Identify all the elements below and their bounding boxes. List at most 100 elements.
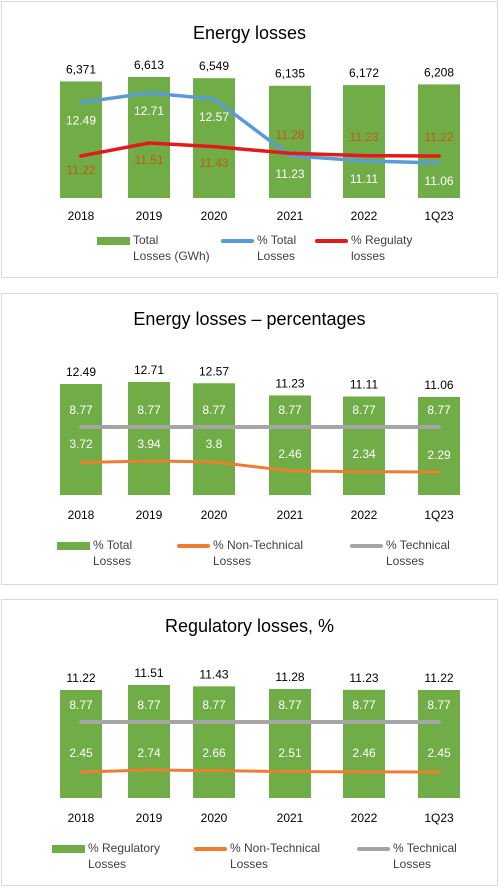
bar xyxy=(60,690,102,798)
bar xyxy=(128,382,170,495)
legend-item-pct-technical-losses: % Technical Losses xyxy=(350,537,450,569)
x-tick-label: 2022 xyxy=(351,508,378,522)
legend-swatch xyxy=(357,847,390,851)
bar xyxy=(343,396,385,495)
data-label: 6,371 xyxy=(66,62,96,76)
data-label: 11.43 xyxy=(199,667,228,681)
data-label: 12.71 xyxy=(134,104,164,118)
x-tick-label: 1Q23 xyxy=(424,811,454,825)
data-label: 11.22 xyxy=(66,671,95,685)
data-label: 11.43 xyxy=(199,156,228,170)
data-label: 2.74 xyxy=(137,746,161,760)
data-label: 2.46 xyxy=(278,447,302,461)
legend-label: losses xyxy=(351,249,386,263)
legend-item-pct-non-technical-losses: % Non-Technical Losses xyxy=(177,537,303,569)
data-label: 2.29 xyxy=(427,448,451,462)
regulatory-losses-plot: 11.22 11.51 11.43 11.28 11.23 11.22 2.45 2.74 2.… xyxy=(60,666,460,825)
legend-swatch xyxy=(97,237,130,245)
legend-label: % Regulaty xyxy=(351,233,413,247)
bar xyxy=(269,395,311,495)
legend-label: % Technical xyxy=(393,841,457,855)
bar xyxy=(418,397,460,495)
data-label: 11.22 xyxy=(424,671,453,685)
legend-swatch xyxy=(177,544,210,548)
legend-label: Losses xyxy=(257,249,296,263)
bar xyxy=(193,383,235,495)
data-label: 3.94 xyxy=(137,437,161,451)
legend-label: Losses xyxy=(88,857,127,871)
legend-item-pct-total-losses: % Total Losses xyxy=(57,537,132,569)
legend-label: % Regulatory xyxy=(88,841,161,855)
x-tick-label: 2019 xyxy=(136,209,163,223)
data-label: 11.23 xyxy=(275,167,304,181)
energy-losses-plot: 6,371 6,613 6,549 6,135 6,172 6,208 12.49 12.71… xyxy=(60,58,460,223)
data-label: 3.8 xyxy=(206,437,223,451)
series-line xyxy=(79,459,441,474)
data-label: 2.66 xyxy=(202,746,226,760)
data-label: 8.77 xyxy=(278,698,302,712)
bar xyxy=(418,690,460,798)
legend-label: Total xyxy=(133,233,159,247)
x-tick-label: 1Q23 xyxy=(424,508,454,522)
legend-item-pct-regulatory-losses: % Regulatory Losses xyxy=(52,840,160,872)
legend-item-total-losses-gwh: Total Losses (GWh) xyxy=(97,232,210,264)
legend-swatch xyxy=(52,845,85,853)
data-label: 2.34 xyxy=(352,447,376,461)
bar xyxy=(128,685,170,798)
data-label: 8.77 xyxy=(352,403,376,417)
legend-label: % Non-Technical xyxy=(230,841,321,855)
data-label: 12.49 xyxy=(66,365,96,379)
data-label: 8.77 xyxy=(427,403,451,417)
series-line xyxy=(79,141,441,158)
x-tick-label: 2019 xyxy=(136,508,163,522)
data-label: 11.11 xyxy=(350,172,379,186)
legend-label: % Total xyxy=(93,538,133,552)
legend-swatch xyxy=(194,847,227,851)
data-label: 11.06 xyxy=(424,378,453,392)
data-label: 8.77 xyxy=(352,698,376,712)
data-label: 11.23 xyxy=(349,130,378,144)
bar xyxy=(60,384,102,495)
energy-losses-percentages-plot: 12.49 12.71 12.57 11.23 11.11 11.06 3.72 3.94 3.… xyxy=(60,363,460,522)
legend-label: Losses xyxy=(213,554,252,568)
x-tick-label: 2018 xyxy=(68,811,95,825)
data-label: 11.23 xyxy=(349,671,378,685)
x-tick-label: 2022 xyxy=(351,811,378,825)
x-tick-label: 2021 xyxy=(277,811,304,825)
legend-swatch xyxy=(221,239,254,243)
legend-swatch xyxy=(57,542,90,550)
bar xyxy=(418,84,460,198)
legend-item-pct-total-losses: % Total Losses xyxy=(221,232,296,264)
data-label: 8.77 xyxy=(202,698,226,712)
legend-swatch xyxy=(315,239,348,243)
legend-label: Losses xyxy=(393,857,432,871)
legend-label: % Non-Technical xyxy=(213,538,304,552)
legend-item-pct-technical-losses: % Technical Losses xyxy=(357,840,457,872)
data-label: 8.77 xyxy=(137,403,161,417)
series-line xyxy=(79,768,441,774)
data-label: 8.77 xyxy=(202,403,226,417)
data-label: 6,208 xyxy=(424,65,454,79)
data-label: 8.77 xyxy=(278,403,302,417)
legend-label: Losses xyxy=(93,554,132,568)
chart-title: Energy losses – percentages xyxy=(133,309,366,329)
data-label: 11.51 xyxy=(134,153,163,167)
chart-title: Energy losses xyxy=(192,23,307,43)
x-tick-label: 2020 xyxy=(201,508,228,522)
bar xyxy=(269,688,311,798)
x-tick-label: 2021 xyxy=(277,508,304,522)
bar xyxy=(343,85,385,198)
data-label: 6,549 xyxy=(199,59,229,73)
data-label: 11.51 xyxy=(134,666,163,680)
legend-label: Losses xyxy=(386,554,425,568)
data-label: 12.49 xyxy=(66,113,96,127)
data-label: 11.06 xyxy=(424,174,453,188)
data-label: 11.22 xyxy=(66,163,95,177)
data-label: 12.57 xyxy=(199,110,229,124)
data-label: 2.45 xyxy=(427,746,451,760)
legend-item-pct-non-technical-losses: % Non-Technical Losses xyxy=(194,840,320,872)
legend-item-pct-regulaty-losses: % Regulaty losses xyxy=(315,232,412,264)
x-tick-label: 2020 xyxy=(201,209,228,223)
energy-losses-chart: Energy losses 6,371 6,613 6,549 6,135 6,172 6… xyxy=(1,1,498,278)
data-label: 11.11 xyxy=(350,378,379,392)
